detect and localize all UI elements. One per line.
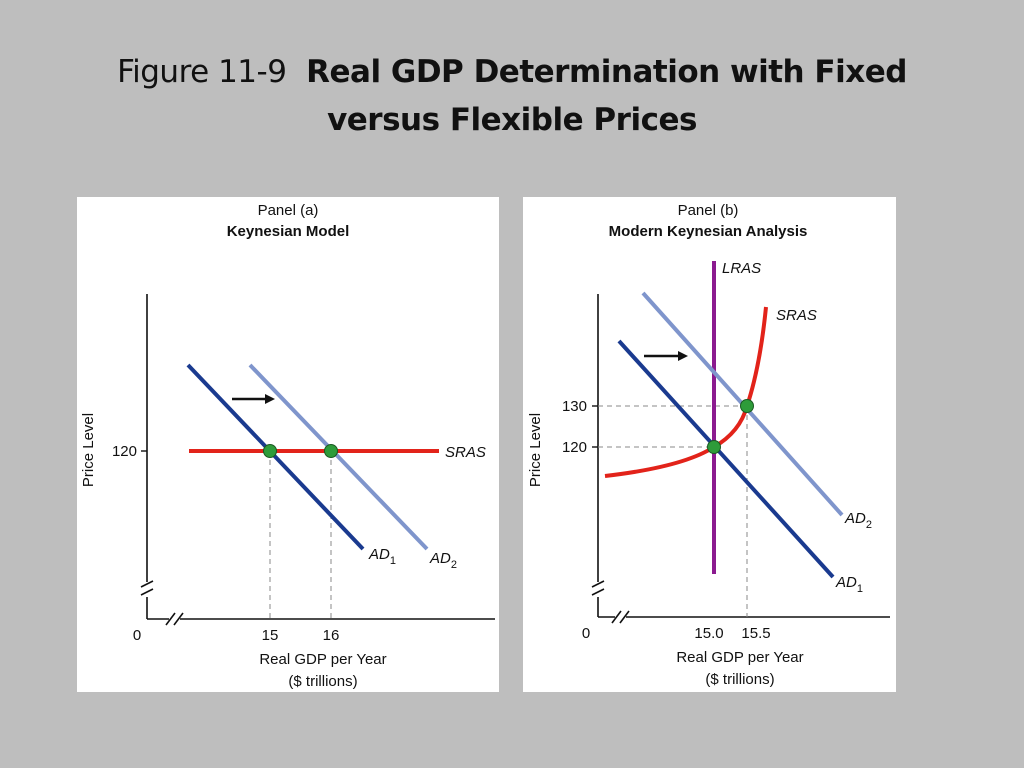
panel-b-title: Modern Keynesian Analysis — [609, 223, 808, 240]
x-axis-unit: ($ trillions) — [288, 673, 357, 690]
ad2-curve — [248, 363, 429, 551]
x-axis-break — [611, 610, 630, 624]
x-axis-label: Real GDP per Year — [676, 649, 803, 666]
panel-a-title: Keynesian Model — [227, 223, 350, 240]
ad1-curve — [186, 363, 365, 551]
figure-title-line2: versus Flexible Prices — [327, 102, 697, 138]
shift-arrow-head — [265, 394, 275, 404]
x-tick-label-15-0: 15.0 — [694, 625, 723, 642]
panel-a-chart: Panel (a) Keynesian Model 120 Price Leve… — [77, 197, 499, 692]
y-axis-label: Price Level — [80, 413, 97, 487]
equilibrium-point — [324, 444, 338, 458]
panel-a-label: Panel (a) — [258, 202, 319, 219]
ad1-label-sub: 1 — [857, 583, 863, 595]
sras-curve — [604, 306, 768, 478]
shift-arrow-head — [678, 351, 688, 361]
y-axis-break — [140, 580, 154, 596]
y-axis-break — [591, 580, 605, 596]
ad2-label: AD2 — [844, 510, 872, 531]
y-tick-label-120: 120 — [562, 439, 587, 456]
x-axis-break — [165, 612, 184, 626]
equilibrium-point — [707, 440, 721, 454]
ad1-curve — [617, 339, 835, 579]
panel-b-label: Panel (b) — [678, 202, 739, 219]
x-tick-label-15: 15 — [262, 627, 279, 644]
ad2-label-main: AD — [844, 510, 866, 527]
figure-title-line1: Real GDP Determination with Fixed — [306, 54, 907, 90]
ad1-label-main: AD — [835, 574, 857, 591]
ad1-label-main: AD — [368, 546, 390, 563]
x-tick-label-16: 16 — [323, 627, 340, 644]
equilibrium-point — [740, 399, 754, 413]
slide-title: Figure 11-9 Real GDP Determination with … — [0, 48, 1024, 144]
y-axis-label: Price Level — [527, 413, 544, 487]
y-tick-label-120: 120 — [112, 443, 137, 460]
origin-label: 0 — [582, 625, 590, 642]
panel-b-chart: Panel (b) Modern Keynesian Analysis 130 … — [523, 197, 896, 692]
sras-label: SRAS — [776, 307, 817, 324]
ad2-label-main: AD — [429, 550, 451, 567]
x-axis-label: Real GDP per Year — [259, 651, 386, 668]
y-tick-label-130: 130 — [562, 398, 587, 415]
x-tick-label-15-5: 15.5 — [741, 625, 770, 642]
ad2-label-sub: 2 — [866, 519, 872, 531]
equilibrium-point — [263, 444, 277, 458]
origin-label: 0 — [133, 627, 141, 644]
ad2-label: AD2 — [429, 550, 457, 571]
x-axis-unit: ($ trillions) — [705, 671, 774, 688]
ad2-label-sub: 2 — [451, 559, 457, 571]
sras-label: SRAS — [445, 444, 486, 461]
panel-b-svg: Panel (b) Modern Keynesian Analysis 130 … — [527, 202, 890, 688]
ad1-label-sub: 1 — [390, 555, 396, 567]
panel-a-svg: Panel (a) Keynesian Model 120 Price Leve… — [80, 202, 495, 690]
figure-number: Figure 11-9 — [117, 54, 287, 90]
ad1-label: AD1 — [368, 546, 396, 567]
lras-label: LRAS — [722, 260, 761, 277]
ad1-label: AD1 — [835, 574, 863, 595]
